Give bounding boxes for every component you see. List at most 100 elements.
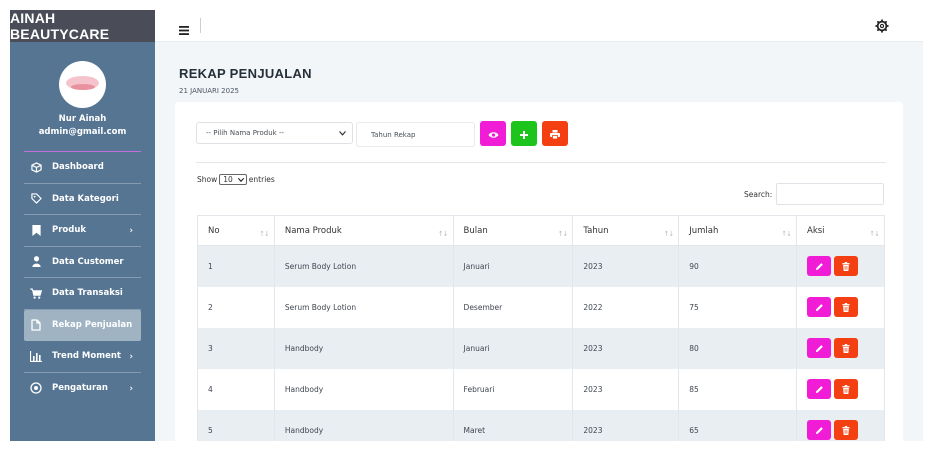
add-button[interactable] [511, 121, 537, 146]
cell-nama-produk: Handbody [273, 409, 454, 441]
settings-circle-icon [29, 381, 43, 395]
cell-bulan: Februari [452, 368, 574, 410]
column-header-nama-produk[interactable]: Nama Produk ↑↓ [273, 215, 454, 246]
trash-icon [842, 425, 850, 435]
sidebar-item-dashboard[interactable]: Dashboard [24, 152, 141, 184]
column-header-no[interactable]: No ↑↓ [197, 215, 275, 246]
edit-button[interactable] [807, 256, 832, 277]
delete-button[interactable] [834, 338, 859, 358]
sidebar-item-rekap-penjualan[interactable]: Rekap Penjualan [24, 309, 141, 341]
cell-no: 3 [197, 327, 275, 369]
pencil-icon [815, 426, 824, 435]
entries-control: Show 10 entries [197, 174, 275, 185]
cell-nama-produk: Handbody [273, 368, 454, 410]
year-input[interactable]: Tahun Rekap [356, 122, 475, 147]
cell-no: 4 [197, 368, 275, 410]
sidebar-item-label: Data Kategori [52, 193, 119, 204]
file-icon [29, 318, 43, 332]
pencil-icon [815, 303, 824, 312]
cube-icon [29, 160, 43, 174]
sidebar-item-label: Trend Moment [52, 351, 121, 362]
sidebar-item-label: Rekap Penjualan [52, 320, 133, 331]
cell-aksi [796, 245, 885, 287]
chevron-down-icon [339, 130, 346, 138]
delete-button[interactable] [834, 297, 859, 317]
sort-icon: ↑↓ [437, 230, 449, 238]
column-header-jumlah[interactable]: Jumlah ↑↓ [678, 215, 798, 246]
view-button[interactable] [480, 121, 506, 146]
delete-button[interactable] [834, 256, 859, 277]
printer-icon [550, 124, 560, 143]
sidebar-item-produk[interactable]: Produk › [24, 215, 141, 247]
sidebar-item-label: Data Customer [52, 256, 124, 267]
cell-no: 5 [197, 409, 275, 441]
chevron-down-icon [237, 177, 244, 182]
entries-select-value: 10 [223, 175, 233, 184]
table-row: 5 Handbody Maret 2023 65 [197, 409, 885, 441]
sidebar-item-label: Produk [52, 225, 87, 236]
delete-button[interactable] [834, 420, 859, 440]
cell-jumlah: 90 [678, 245, 798, 287]
sort-icon: ↑↓ [781, 230, 792, 238]
trash-icon [842, 343, 850, 353]
sidebar-item-data-customer[interactable]: Data Customer [24, 247, 141, 278]
sidebar-item-trend-moment[interactable]: Trend Moment › [24, 341, 141, 373]
column-header-aksi[interactable]: Aksi ↑↓ [796, 215, 885, 246]
product-select[interactable]: -- Pilih Nama Produk -- [196, 122, 353, 144]
cell-tahun: 2022 [572, 286, 680, 328]
page-title: REKAP PENJUALAN [179, 66, 312, 81]
cell-nama-produk: Serum Body Lotion [273, 245, 454, 287]
sidebar-item-data-kategori[interactable]: Data Kategori [24, 184, 141, 215]
pencil-icon [815, 262, 824, 271]
cell-jumlah: 75 [678, 286, 798, 328]
avatar[interactable] [59, 61, 106, 108]
topbar [155, 10, 923, 42]
sidebar-item-label: Pengaturan [52, 383, 108, 394]
chevron-right-icon: › [129, 226, 133, 236]
gear-icon[interactable] [875, 18, 889, 37]
delete-button[interactable] [834, 379, 859, 399]
edit-button[interactable] [807, 338, 832, 358]
search-label: Search: [744, 190, 773, 199]
trash-icon [842, 384, 850, 394]
cell-jumlah: 85 [678, 368, 798, 410]
table-header-row: No ↑↓ Nama Produk ↑↓ Bulan ↑↓ Tahun ↑↓ Jumla… [197, 215, 885, 246]
cell-nama-produk: Handbody [273, 327, 454, 369]
cart-icon [29, 286, 43, 300]
hamburger-icon[interactable] [179, 20, 189, 39]
cell-no: 1 [197, 245, 275, 287]
pencil-icon [815, 344, 824, 353]
chevron-right-icon: › [129, 383, 133, 394]
column-header-tahun[interactable]: Tahun ↑↓ [572, 215, 680, 246]
sidebar-item-data-transaksi[interactable]: Data Transaksi [24, 278, 141, 310]
profile-section: Nur Ainah admin@gmail.com [10, 42, 155, 152]
edit-button[interactable] [807, 379, 832, 399]
entries-select[interactable]: 10 [219, 174, 247, 185]
sidebar-item-pengaturan[interactable]: Pengaturan › [24, 373, 141, 405]
trash-icon [842, 302, 850, 312]
column-header-bulan[interactable]: Bulan ↑↓ [452, 215, 574, 246]
sidebar-item-label: Data Transaksi [52, 288, 123, 299]
edit-button[interactable] [807, 297, 832, 317]
plus-icon [520, 124, 528, 143]
eye-icon [487, 124, 499, 143]
profile-divider [24, 151, 141, 152]
brand-logo[interactable]: AINAH BEAUTYCARE [10, 10, 155, 42]
cell-bulan: Desember [452, 286, 574, 328]
app-frame: AINAH BEAUTYCARE Nur Ainah admin@gmail.c… [10, 10, 923, 441]
rekap-card: -- Pilih Nama Produk -- Tahun Rekap S [175, 102, 903, 441]
cell-aksi [796, 409, 885, 441]
sales-table: No ↑↓ Nama Produk ↑↓ Bulan ↑↓ Tahun ↑↓ Jumla… [197, 215, 885, 441]
edit-button[interactable] [807, 420, 832, 440]
sidebar-item-label: Dashboard [52, 162, 104, 173]
search-input[interactable] [776, 183, 884, 205]
cell-tahun: 2023 [572, 327, 680, 369]
sort-icon: ↑↓ [869, 230, 880, 238]
entries-label: entries [248, 175, 275, 184]
chevron-right-icon: › [129, 352, 133, 362]
cell-jumlah: 80 [678, 327, 798, 369]
print-button[interactable] [542, 121, 568, 146]
bookmark-icon [29, 223, 43, 237]
sidebar-menu: Dashboard Data Kategori Produk › Data C [10, 152, 155, 404]
sort-icon: ↑↓ [259, 230, 270, 238]
